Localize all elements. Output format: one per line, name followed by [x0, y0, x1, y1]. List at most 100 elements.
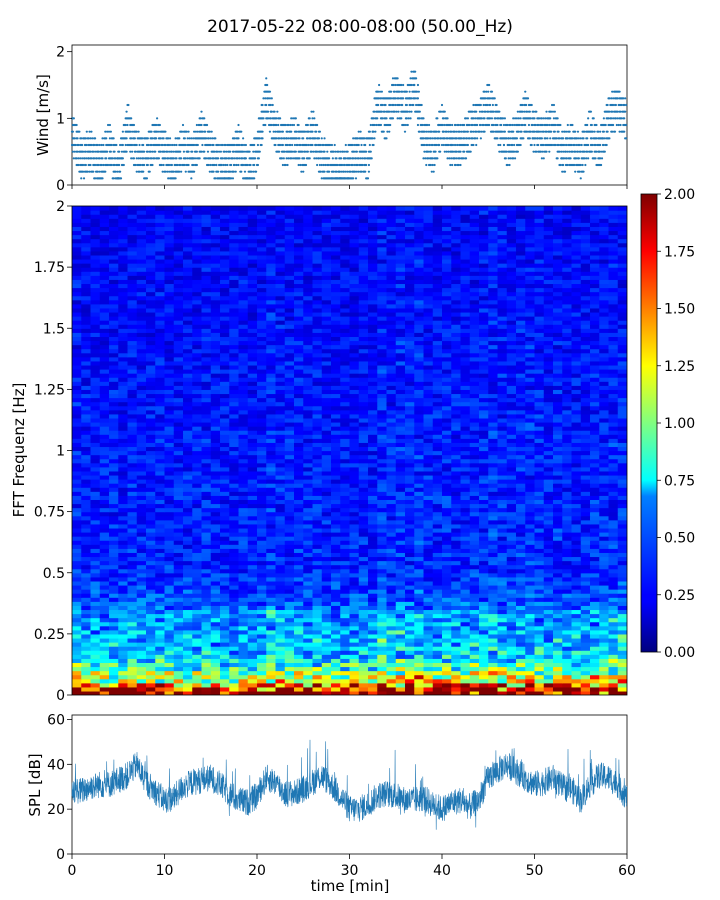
- wind-point: [125, 137, 128, 140]
- heatmap-cell: [247, 597, 258, 602]
- heatmap-cell: [617, 593, 627, 598]
- heatmap-cell: [423, 662, 434, 668]
- heatmap-cell: [331, 580, 341, 586]
- heatmap-cell: [127, 658, 138, 663]
- wind-point: [291, 157, 295, 160]
- heatmap-cell: [183, 637, 193, 643]
- heatmap-cell: [266, 605, 277, 611]
- heatmap-cell: [488, 580, 499, 586]
- heatmap-cell: [146, 609, 156, 615]
- heatmap-cell: [266, 650, 277, 655]
- wind-point: [323, 150, 326, 153]
- heatmap-cell: [414, 637, 425, 643]
- wind-point: [326, 150, 329, 153]
- heatmap-cell: [90, 580, 101, 586]
- heatmap-cell: [525, 633, 536, 639]
- heatmap-cell: [201, 666, 212, 672]
- heatmap-cell: [368, 678, 378, 684]
- wind-point: [106, 123, 110, 127]
- wind-point: [156, 130, 159, 133]
- heatmap-cell: [109, 552, 119, 558]
- heatmap-cell: [432, 564, 443, 570]
- heatmap-cell: [497, 666, 508, 672]
- heatmap-cell: [590, 621, 600, 627]
- heatmap-cell: [146, 548, 156, 553]
- heatmap-cell: [451, 593, 462, 598]
- wind-point: [378, 97, 381, 100]
- heatmap-cell: [90, 576, 101, 582]
- heatmap-cell: [201, 690, 212, 695]
- wind-point: [519, 143, 522, 147]
- wind-point: [131, 150, 134, 153]
- heatmap-cell: [377, 613, 388, 619]
- wind-point: [566, 163, 569, 167]
- heatmap-cell: [599, 609, 610, 615]
- heatmap-cell: [164, 650, 175, 655]
- heatmap-cell: [229, 580, 240, 586]
- heatmap-cell: [72, 544, 82, 549]
- heatmap-cell: [192, 552, 203, 558]
- wind-point: [157, 157, 161, 160]
- wind-point: [359, 157, 362, 160]
- wind-point: [207, 163, 210, 167]
- wind-point: [479, 137, 482, 140]
- wind-point: [75, 123, 78, 127]
- wind-point: [457, 123, 460, 127]
- heatmap-cell: [543, 625, 554, 631]
- heatmap-cell: [479, 568, 489, 574]
- heatmap-cell: [201, 548, 212, 553]
- heatmap-cell: [395, 556, 406, 562]
- heatmap-cell: [534, 670, 545, 676]
- heatmap-cell: [349, 593, 360, 598]
- heatmap-cell: [543, 560, 554, 566]
- heatmap-cell: [497, 552, 508, 558]
- heatmap-cell: [377, 682, 388, 688]
- heatmap-cell: [331, 548, 341, 553]
- heatmap-cell: [349, 568, 360, 574]
- heatmap-cell: [201, 650, 212, 655]
- heatmap-cell: [109, 613, 119, 619]
- wind-point: [450, 130, 453, 133]
- heatmap-cell: [99, 686, 110, 692]
- heatmap-cell: [109, 589, 119, 594]
- heatmap-cell: [525, 682, 536, 688]
- heatmap-cell: [229, 576, 240, 582]
- wind-point: [549, 117, 552, 120]
- heatmap-cell: [543, 564, 554, 570]
- heatmap-cell: [173, 617, 184, 623]
- heatmap-cell: [201, 597, 212, 602]
- heatmap-cell: [423, 690, 434, 695]
- wind-point: [451, 123, 454, 127]
- heatmap-cell: [275, 642, 286, 647]
- heatmap-cell: [451, 625, 462, 631]
- wind-point: [313, 117, 316, 120]
- wind-point: [482, 123, 485, 127]
- heatmap-cell: [303, 617, 314, 623]
- heatmap-cell: [368, 580, 378, 586]
- heatmap-cell: [90, 625, 101, 631]
- heatmap-cell: [543, 642, 554, 647]
- heatmap-cell: [395, 666, 406, 672]
- wind-point: [454, 143, 457, 147]
- wind-point: [442, 117, 445, 120]
- heatmap-cell: [109, 646, 119, 651]
- heatmap-cell: [432, 597, 443, 602]
- heatmap-cell: [127, 654, 138, 659]
- wind-point: [427, 157, 430, 160]
- wind-point: [516, 150, 519, 153]
- wind-point: [515, 117, 519, 120]
- heatmap-cell: [99, 654, 110, 659]
- heatmap-cell: [608, 637, 619, 643]
- heatmap-cell: [553, 686, 563, 692]
- heatmap-cell: [442, 584, 452, 590]
- heatmap-cell: [72, 597, 82, 602]
- heatmap-cell: [590, 548, 600, 553]
- heatmap-cell: [469, 633, 480, 639]
- wind-point: [357, 157, 360, 160]
- heatmap-cell: [303, 576, 314, 582]
- heatmap-cell: [516, 605, 526, 611]
- wind-point: [556, 117, 559, 120]
- wind-point: [320, 137, 323, 140]
- wind-point: [203, 117, 206, 120]
- heatmap-cell: [358, 568, 369, 574]
